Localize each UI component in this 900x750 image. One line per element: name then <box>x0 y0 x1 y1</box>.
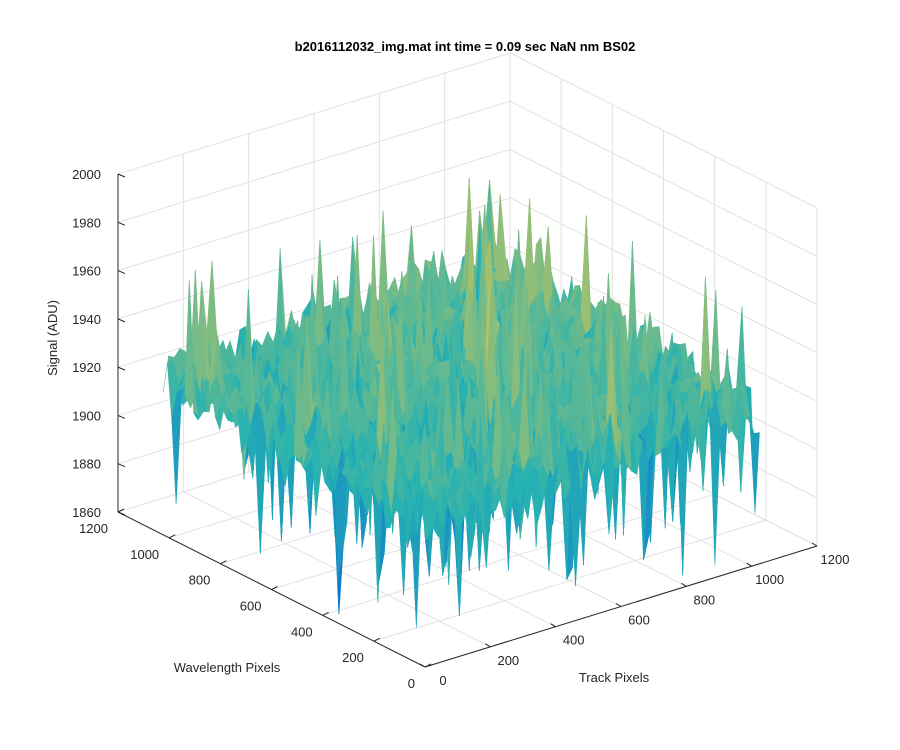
z-tick-label: 1880 <box>72 457 101 472</box>
axes <box>117 173 818 668</box>
side-wall-grid-line <box>509 149 818 306</box>
y-tick-label: 800 <box>189 573 211 588</box>
back-wall-grid-line <box>117 52 511 175</box>
y-tick-mark <box>424 663 432 668</box>
x-tick-label: 0 <box>439 673 446 688</box>
x-axis-label: Track Pixels <box>579 670 650 685</box>
z-tick-mark <box>117 221 126 226</box>
surface <box>162 177 760 628</box>
z-tick-mark <box>117 366 126 371</box>
x-tick-label: 1000 <box>755 572 784 587</box>
z-tick-label: 1900 <box>72 408 101 423</box>
z-tick-mark <box>117 414 126 419</box>
z-axis-label: Signal (ADU) <box>45 300 60 376</box>
y-tick-mark <box>168 534 176 539</box>
chart-title: b2016112032_img.mat int time = 0.09 sec … <box>295 39 636 54</box>
x-tick-mark <box>811 542 818 547</box>
y-tick-label: 200 <box>342 650 364 665</box>
z-tick-mark <box>117 463 126 468</box>
y-tick-label: 0 <box>408 676 415 691</box>
y-tick-label: 400 <box>291 624 313 639</box>
back-wall-grid-line <box>117 149 511 272</box>
z-tick-label: 1960 <box>72 264 101 279</box>
x-tick-label: 400 <box>563 633 585 648</box>
z-tick-label: 1920 <box>72 360 101 375</box>
z-tick-label: 1860 <box>72 505 101 520</box>
z-tick-label: 2000 <box>72 167 101 182</box>
x-tick-label: 600 <box>628 613 650 628</box>
x-tick-mark <box>615 603 622 607</box>
side-wall-grid-line <box>509 197 818 354</box>
tick-labels: 0 200 400 600 800 1000 1200 0 200 400 600 800 1000 12… <box>72 167 849 691</box>
y-tick-label: 1000 <box>130 547 159 562</box>
surface-patch <box>420 496 431 541</box>
y-tick-mark <box>271 586 278 590</box>
side-wall-grid-line <box>509 52 818 209</box>
y-tick-mark <box>220 560 227 565</box>
y-tick-mark <box>322 611 329 616</box>
z-tick-mark <box>117 318 126 323</box>
z-tick-label: 1940 <box>72 312 101 327</box>
back-wall-grid-line <box>117 197 511 320</box>
x-tick-mark <box>681 582 687 587</box>
y-tick-label: 1200 <box>79 521 108 536</box>
x-tick-mark <box>550 623 556 628</box>
x-tick-label: 800 <box>693 592 715 607</box>
y-tick-mark <box>117 508 125 513</box>
side-wall-grid-line <box>509 245 818 402</box>
y-axis-label: Wavelength Pixels <box>174 660 281 675</box>
x-tick-label: 1200 <box>821 552 850 567</box>
z-tick-mark <box>117 173 126 178</box>
floor-grid-line <box>373 519 766 642</box>
z-tick-mark <box>117 270 126 275</box>
x-tick-label: 200 <box>497 653 519 668</box>
y-tick-mark <box>373 637 381 642</box>
z-tick-mark <box>117 511 126 516</box>
back-wall-grid-line <box>117 100 511 223</box>
x-tick-mark <box>746 562 752 567</box>
x-tick-mark <box>485 643 491 648</box>
z-tick-label: 1980 <box>72 215 101 230</box>
y-tick-label: 600 <box>240 599 262 614</box>
x-tick-mark <box>419 663 426 668</box>
side-wall-grid-line <box>509 100 818 257</box>
